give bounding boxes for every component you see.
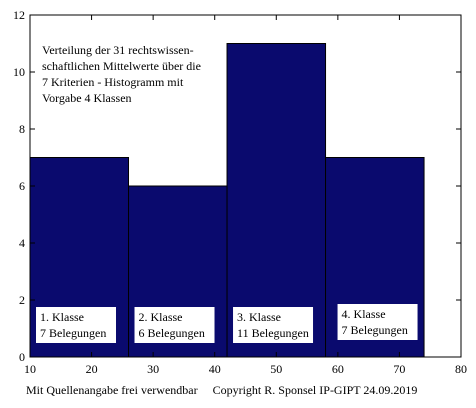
bar-label-box-3 [233, 307, 314, 343]
bar-label-class-2: 2. Klasse [139, 310, 183, 324]
bar-label-count-1: 7 Belegungen [40, 326, 106, 340]
bar-label-class-1: 1. Klasse [40, 310, 84, 324]
bar-label-class-4: 4. Klasse [342, 307, 386, 321]
x-tick-label-50: 50 [270, 362, 282, 376]
x-tick-label-60: 60 [332, 362, 344, 376]
y-tick-label-10: 10 [13, 65, 25, 79]
footer-usage-note: Mit Quellenangabe frei verwendbar [26, 383, 198, 397]
x-tick-label-70: 70 [393, 362, 405, 376]
y-tick-label-0: 0 [19, 350, 25, 364]
bar-label-class-3: 3. Klasse [237, 310, 281, 324]
annotation-line-3: 7 Kriterien - Histogramm mit [42, 75, 184, 89]
ticks-group: 10 20 30 40 50 60 70 80 0 2 4 6 8 10 12 [13, 8, 467, 376]
bar-label-box-1 [36, 307, 116, 343]
histogram-chart: 1. Klasse 7 Belegungen 2. Klasse 6 Belegung… [13, 8, 467, 376]
x-tick-label-30: 30 [147, 362, 159, 376]
annotation-line-4: Vorgabe 4 Klassen [42, 91, 132, 105]
bar-labels-group: 1. Klasse 7 Belegungen 2. Klasse 6 Belegung… [36, 304, 418, 343]
x-tick-label-80: 80 [455, 362, 467, 376]
chart-annotation: Verteilung der 31 rechtswissen-schaftlic… [42, 43, 201, 105]
bar-label-box-2 [134, 307, 215, 343]
x-tick-label-20: 20 [86, 362, 98, 376]
y-tick-label-6: 6 [19, 179, 25, 193]
x-tick-label-40: 40 [209, 362, 221, 376]
annotation-line-1: Verteilung der 31 rechtswissen- [42, 43, 194, 57]
bar-class-3 [226, 43, 327, 358]
bar-label-count-4: 7 Belegungen [342, 323, 408, 337]
bar-label-count-2: 6 Belegungen [139, 326, 205, 340]
y-tick-label-2: 2 [19, 293, 25, 307]
bar-label-box-4 [337, 304, 418, 340]
footer: Mit Quellenangabe frei verwendbar Copyri… [26, 383, 429, 398]
x-tick-label-10: 10 [24, 362, 36, 376]
bar-label-count-3: 11 Belegungen [237, 326, 309, 340]
y-tick-label-4: 4 [19, 236, 25, 250]
y-tick-label-8: 8 [19, 122, 25, 136]
annotation-line-2: schaftlichen Mittelwerte über die [42, 59, 201, 73]
y-tick-label-12: 12 [13, 8, 25, 22]
footer-copyright: Copyright R. Sponsel IP-GIPT 24.09.2019 [212, 383, 418, 397]
